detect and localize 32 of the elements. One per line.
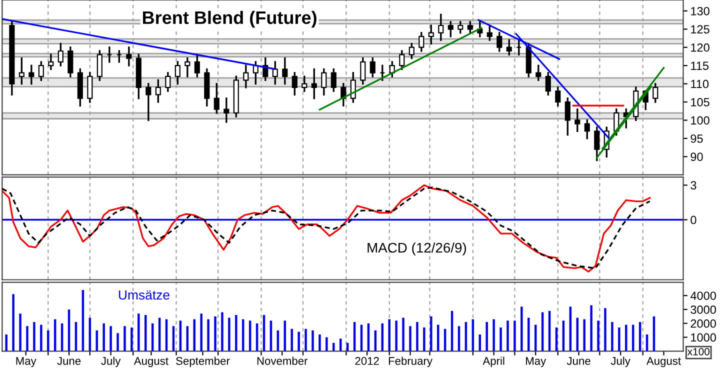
y-tick-label: 95 [690,134,703,143]
y-tick-label: 105 [691,98,710,106]
y-tick-label: 2000 [690,319,716,328]
y-tick-label: 3 [690,181,696,190]
y-tick-label: 125 [691,25,710,34]
x-tick-label: September [176,356,230,368]
x-tick-label: August [134,357,168,368]
x-tick-label: November [257,356,308,365]
x-tick-label: July [610,356,630,368]
y-tick-label: 110 [691,80,709,88]
y-tick-label: 4000 [690,292,716,300]
x-tick-label: May [16,357,36,368]
y-tick-label: 120 [691,43,710,52]
x-tick-label: August [646,357,681,368]
x-tick-label: July [101,356,121,368]
text: Brent Blend (Future) [142,10,316,28]
x-tick-label: June [57,357,81,365]
annotation: Umsätze [118,290,170,300]
x-tick-label: May [526,357,546,368]
y-tick-label: 3000 [690,305,716,314]
x-tick-label: 2012 [355,357,379,365]
y-tick-label: 0 [690,216,696,224]
y-tick-label: 130 [691,6,710,16]
y-tick-label: 100 [691,116,710,125]
annotation: MACD (12/26/9) [368,242,466,256]
x-tick-label: April [482,356,504,368]
x-tick-label: June [566,357,590,365]
y-tick-label: 115 [691,62,709,70]
x-tick-label: February [388,356,432,368]
y-tick-label: 1000 [691,333,716,342]
y-tick-label: 90 [690,152,703,162]
text: x100 [687,348,710,356]
